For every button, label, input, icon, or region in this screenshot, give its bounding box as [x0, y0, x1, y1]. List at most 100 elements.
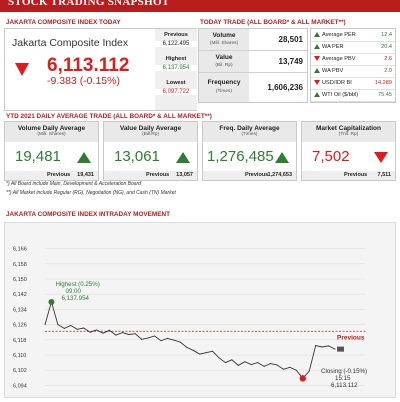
highest-value: 6,137.954 — [61, 295, 89, 302]
ytd-box-unit: (Times) — [241, 132, 258, 137]
data-point — [328, 345, 330, 347]
up-arrow-icon — [314, 32, 320, 37]
data-point — [186, 346, 188, 348]
indicator-value: 2.6 — [384, 56, 392, 62]
data-point — [102, 332, 104, 334]
data-point — [121, 332, 123, 334]
previous-label: Previous — [47, 172, 71, 178]
highest-time: 09:00 — [65, 288, 81, 295]
data-point — [250, 364, 252, 365]
ytd-box-title: Value Daily Average — [119, 125, 182, 132]
data-point — [244, 361, 246, 363]
up-arrow-icon — [314, 44, 320, 49]
y-tick-label: 6,134 — [13, 307, 27, 313]
jci-section-title: JAKARTA COMPOSITE INDEX TODAY — [6, 19, 121, 26]
frequency-value: 1,606,236 — [267, 83, 303, 92]
y-tick-label: 6,118 — [13, 338, 26, 344]
indicator-label: USD/IDR BI — [322, 80, 352, 86]
data-point — [263, 365, 265, 367]
ytd-box-title: Freq. Daily Average — [219, 125, 280, 132]
ytd-box-unit: (Trill. Rp) — [338, 132, 359, 137]
data-point — [270, 363, 272, 365]
closing-label: Closing (-0.15%) — [321, 368, 367, 375]
y-tick-label: 6,150 — [13, 277, 27, 283]
data-point — [134, 333, 136, 335]
trade-row-value: Value (Bil. Rp) 13,749 — [199, 51, 307, 73]
previous-value: 13,057 — [176, 172, 193, 178]
ytd-box-header: Freq. Daily Average (Times) — [203, 122, 296, 142]
frequency-unit: (Times) — [215, 89, 233, 94]
ytd-box-header: Volume Daily Average (Mill. Shares) — [5, 122, 98, 142]
ytd-box-header: Value Daily Average (Bill.Rp) — [104, 122, 197, 142]
ytd-volume-box: Volume Daily Average (Mill. Shares) 19,481… — [4, 121, 99, 181]
trade-section-title: TODAY TRADE (ALL BOARD* & ALL MARKET**) — [200, 19, 346, 26]
data-point — [289, 366, 291, 368]
indicator-row: Average PER 12.4 — [311, 29, 395, 42]
indicator-label: Average PBV — [322, 56, 356, 62]
previous-line-label: Previous — [337, 334, 365, 341]
volume-value: 28,501 — [278, 35, 303, 44]
up-arrow-icon — [77, 152, 91, 163]
ytd-box-title: Market Capitalization — [315, 125, 381, 132]
data-point — [334, 348, 336, 350]
ytd-market-cap-box: Market Capitalization (Trill. Rp) 7,502 Pre… — [301, 121, 396, 181]
closing-value: 6,113.112 — [331, 382, 358, 389]
ytd-box-previous: Previous 1,274,653 — [203, 171, 296, 180]
jci-change: -9.383 (-0.15%) — [47, 75, 120, 87]
ytd-box-value: 1,276,485 — [207, 148, 274, 165]
data-point — [276, 364, 278, 366]
data-point — [199, 353, 201, 355]
value-label: Value — [215, 54, 233, 61]
indicator-row: WTI Oil ($/bbl) 75.45 — [311, 89, 395, 102]
ytd-box-previous: Previous 7,511 — [302, 171, 395, 180]
data-point — [282, 368, 284, 370]
jci-box: Jakarta Composite Index 6,113.112 -9.383… — [4, 28, 197, 111]
note-all-market: **) All Market include Regular (RG), Neg… — [6, 190, 176, 196]
data-point — [108, 329, 110, 331]
y-tick-label: 6,110 — [13, 353, 26, 359]
indicator-label: WA PER — [322, 44, 344, 50]
data-point — [96, 329, 98, 331]
volume-unit: (Mill. Shares) — [209, 41, 239, 46]
ytd-box-previous: Previous 19,431 — [5, 171, 98, 180]
trade-row-volume: Volume (Mill. Shares) 28,501 — [199, 29, 307, 51]
indicator-value: 12.4 — [381, 32, 392, 38]
highest-marker — [48, 298, 55, 305]
value-value: 13,749 — [278, 57, 303, 66]
ytd-box-previous: Previous 13,057 — [104, 171, 197, 180]
previous-value: 7,511 — [377, 172, 391, 178]
ytd-box-unit: (Mill. Shares) — [37, 132, 66, 137]
jci-value: 6,113.112 — [47, 55, 130, 76]
data-point — [173, 339, 175, 341]
highest-label: Highest — [165, 56, 187, 62]
closing-time: 15:15 — [335, 375, 351, 382]
y-tick-label: 6,158 — [13, 262, 27, 268]
up-arrow-icon — [314, 92, 320, 97]
y-tick-label: 6,102 — [13, 368, 27, 374]
data-point — [295, 369, 297, 371]
previous-value: 1,274,653 — [267, 172, 292, 178]
highest-label: Highest (0.25%) — [55, 281, 99, 288]
ytd-section-title: YTD 2021 DAILY AVERAGE TRADE (ALL BOARD*… — [6, 113, 212, 120]
previous-label: Previous — [245, 172, 269, 178]
previous-label: Previous — [164, 32, 188, 38]
data-point — [115, 334, 117, 336]
data-point — [76, 328, 78, 330]
indicator-row: Average PBV 2.6 — [311, 53, 395, 66]
up-arrow-icon — [275, 152, 289, 163]
closing-marker — [337, 346, 344, 352]
ytd-box-unit: (Bill.Rp) — [141, 132, 160, 137]
ytd-box-value: 19,481 — [15, 148, 61, 165]
jci-side-stats: Previous 6,122.495 Highest 6,137.954 Low… — [155, 29, 197, 110]
data-point — [166, 337, 168, 339]
data-point — [218, 357, 220, 359]
data-point — [308, 370, 310, 372]
y-tick-label: 6,166 — [13, 247, 27, 253]
data-point — [315, 345, 317, 346]
indicator-value: 75.45 — [378, 92, 392, 98]
data-point — [321, 346, 323, 348]
data-point — [160, 340, 162, 342]
data-point — [83, 327, 85, 329]
ytd-box-value: 7,502 — [312, 148, 350, 165]
data-point — [179, 341, 181, 343]
